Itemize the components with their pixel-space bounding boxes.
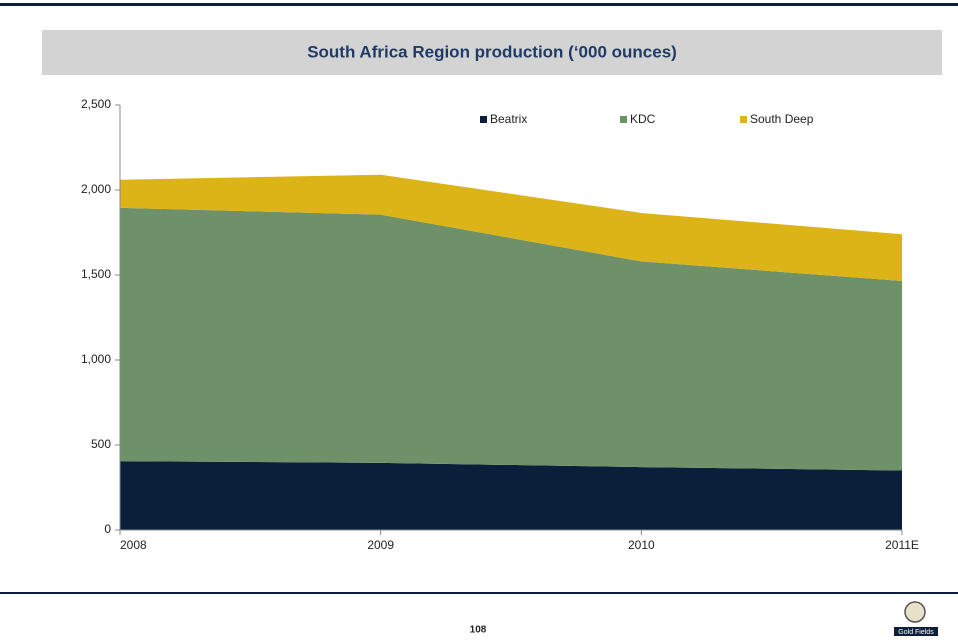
y-tick-label: 2,000 xyxy=(81,182,111,196)
y-tick-label: 1,500 xyxy=(81,267,111,281)
logo: Gold Fields xyxy=(894,601,938,636)
legend-swatch xyxy=(480,116,487,123)
logo-band xyxy=(894,627,938,636)
legend-label: South Deep xyxy=(750,112,814,126)
bottom-rule xyxy=(0,592,958,594)
legend-label: KDC xyxy=(630,112,656,126)
y-tick-label: 2,500 xyxy=(81,97,111,111)
y-tick-label: 1,000 xyxy=(81,352,111,366)
y-tick-label: 500 xyxy=(91,437,111,451)
legend-label: Beatrix xyxy=(490,112,527,126)
logo-emblem xyxy=(904,601,926,623)
area xyxy=(120,461,902,530)
logo-text: Gold Fields xyxy=(898,629,934,636)
area xyxy=(120,207,902,471)
top-rule xyxy=(0,3,958,6)
page-number: 108 xyxy=(470,625,487,636)
x-tick-label: 2008 xyxy=(120,538,147,552)
legend-swatch xyxy=(620,116,627,123)
y-tick-label: 0 xyxy=(104,522,111,536)
x-tick-label: 2011E xyxy=(885,538,919,552)
x-tick-label: 2009 xyxy=(367,538,394,552)
area xyxy=(120,174,902,281)
chart-title: South Africa Region production (‘000 oun… xyxy=(307,42,677,61)
title-bar xyxy=(42,30,942,75)
legend-swatch xyxy=(740,116,747,123)
x-tick-label: 2010 xyxy=(628,538,655,552)
